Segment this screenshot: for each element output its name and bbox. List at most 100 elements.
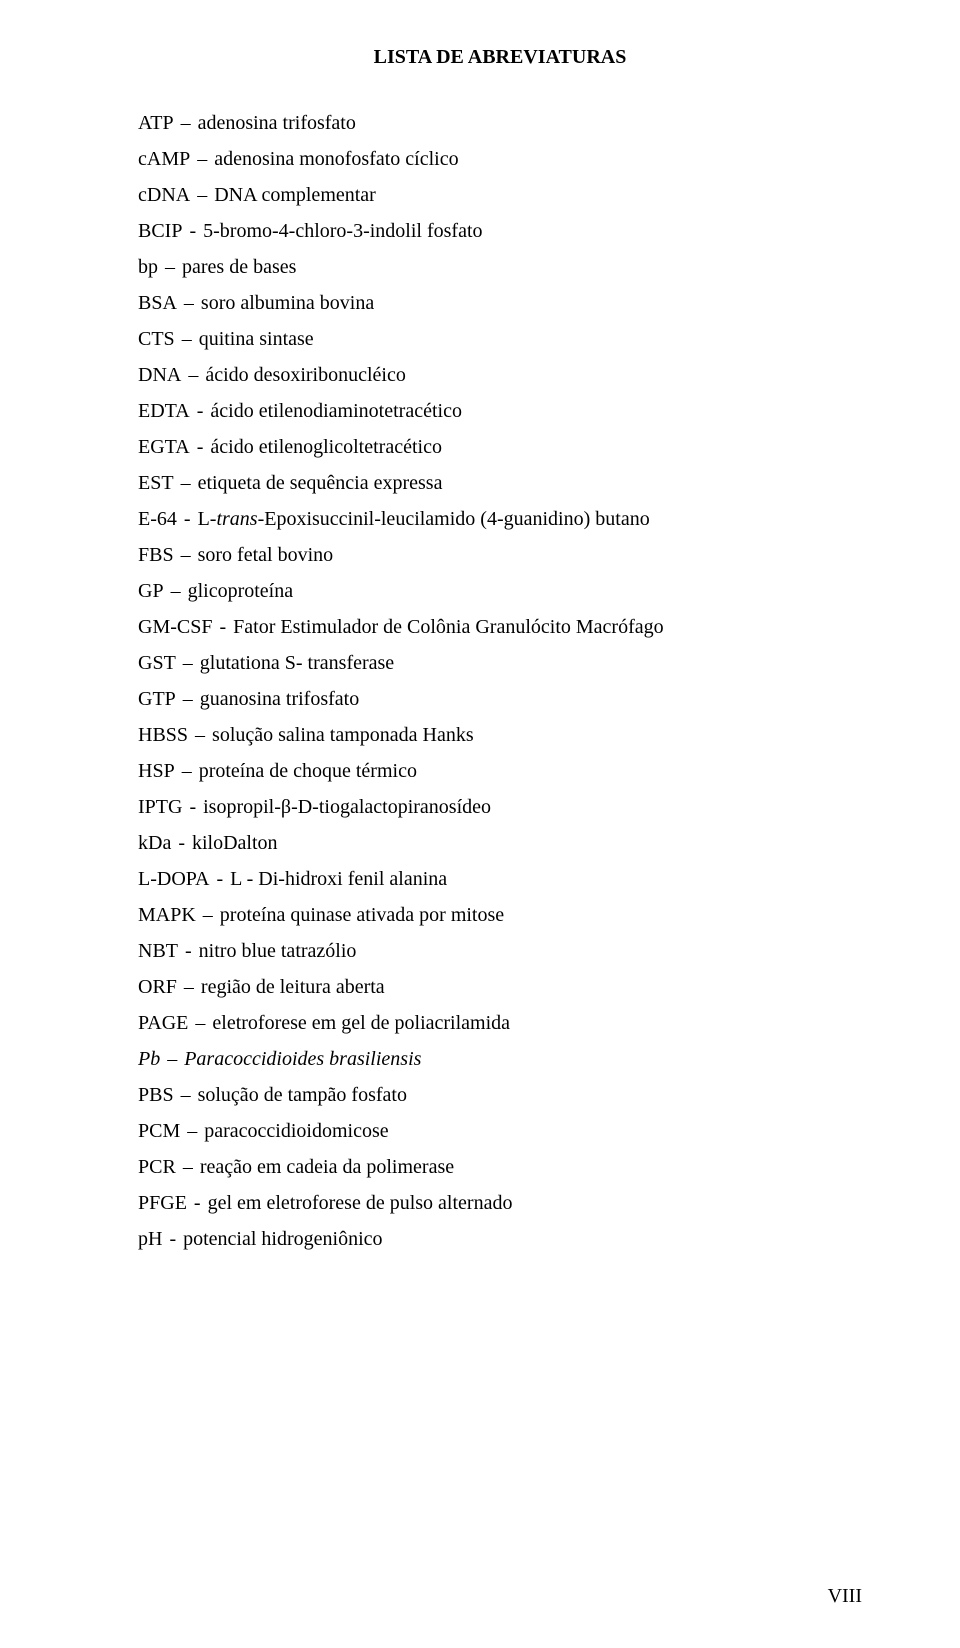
abbrev-definition: adenosina trifosfato bbox=[198, 112, 356, 134]
abbrev-definition: Paracoccidioides brasiliensis bbox=[184, 1048, 421, 1070]
abbrev-definition: Fator Estimulador de Colônia Granulócito… bbox=[233, 616, 663, 638]
abbrev-term: bp bbox=[138, 256, 158, 278]
abbrev-term: CTS bbox=[138, 328, 175, 350]
abbrev-entry: MAPK – proteína quinase ativada por mito… bbox=[138, 903, 862, 927]
abbrev-term: HSP bbox=[138, 760, 175, 782]
abbrev-definition: soro fetal bovino bbox=[198, 544, 334, 566]
abbrev-separator: - bbox=[182, 220, 203, 242]
abbrev-entry: L-DOPA - L - Di-hidroxi fenil alanina bbox=[138, 867, 862, 891]
abbrev-entry: bp – pares de bases bbox=[138, 255, 862, 279]
abbrev-entry: HBSS – solução salina tamponada Hanks bbox=[138, 723, 862, 747]
abbrev-term: ATP bbox=[138, 112, 174, 134]
abbrev-separator: – bbox=[188, 724, 212, 746]
abbrev-term: GP bbox=[138, 580, 164, 602]
abbrev-entry: PCM – paracoccidioidomicose bbox=[138, 1119, 862, 1143]
abbrev-definition: guanosina trifosfato bbox=[200, 688, 359, 710]
abbrev-separator: - bbox=[210, 868, 231, 890]
abbrev-term: DNA bbox=[138, 364, 181, 386]
abbrev-separator: – bbox=[174, 112, 198, 134]
abbrev-separator: – bbox=[176, 1156, 200, 1178]
abbrev-term: EST bbox=[138, 472, 174, 494]
abbrev-entry: CTS – quitina sintase bbox=[138, 327, 862, 351]
abbrev-term: PCR bbox=[138, 1156, 176, 1178]
abbrev-entry: IPTG - isopropil-β-D-tiogalactopiranosíd… bbox=[138, 795, 862, 819]
abbrev-term: NBT bbox=[138, 940, 178, 962]
abbrev-separator: – bbox=[174, 1084, 198, 1106]
abbrev-separator: – bbox=[177, 292, 201, 314]
abbrev-definition: etiqueta de sequência expressa bbox=[198, 472, 443, 494]
abbrev-definition: ácido etilenoglicoltetracético bbox=[210, 436, 442, 458]
abbrev-definition: DNA complementar bbox=[214, 184, 376, 206]
abbrev-term: pH bbox=[138, 1228, 162, 1250]
abbrev-separator: – bbox=[175, 328, 199, 350]
abbrev-definition: ácido desoxiribonucléico bbox=[205, 364, 406, 386]
abbrev-separator: – bbox=[176, 688, 200, 710]
abbrev-separator: – bbox=[158, 256, 182, 278]
abbrev-definition: nitro blue tatrazólio bbox=[199, 940, 357, 962]
abbrev-entry: E-64 - L-trans-Epoxisuccinil-leucilamido… bbox=[138, 507, 862, 531]
abbrev-term: cDNA bbox=[138, 184, 190, 206]
abbrev-definition: proteína de choque térmico bbox=[199, 760, 417, 782]
abbrev-definition: paracoccidioidomicose bbox=[204, 1120, 388, 1142]
abbrev-definition: kiloDalton bbox=[192, 832, 278, 854]
abbrev-definition: ácido etilenodiaminotetracético bbox=[210, 400, 462, 422]
abbrev-definition: glicoproteína bbox=[188, 580, 294, 602]
abbrev-entry: ATP – adenosina trifosfato bbox=[138, 111, 862, 135]
abbrev-term: FBS bbox=[138, 544, 174, 566]
abbrev-entry: cDNA – DNA complementar bbox=[138, 183, 862, 207]
abbrev-entry: GM-CSF - Fator Estimulador de Colônia Gr… bbox=[138, 615, 862, 639]
abbrev-term: GST bbox=[138, 652, 176, 674]
abbrev-term: GM-CSF bbox=[138, 616, 212, 638]
abbrev-entry: kDa - kiloDalton bbox=[138, 831, 862, 855]
abbrev-entry: EGTA - ácido etilenoglicoltetracético bbox=[138, 435, 862, 459]
abbrev-separator: – bbox=[180, 1120, 204, 1142]
abbreviations-list: ATP – adenosina trifosfato cAMP – adenosi… bbox=[138, 111, 862, 1251]
abbrev-term: BSA bbox=[138, 292, 177, 314]
abbrev-entry: PBS – solução de tampão fosfato bbox=[138, 1083, 862, 1107]
abbrev-entry: BCIP - 5-bromo-4-chloro-3-indolil fosfat… bbox=[138, 219, 862, 243]
abbrev-term: HBSS bbox=[138, 724, 188, 746]
abbrev-definition: solução salina tamponada Hanks bbox=[212, 724, 474, 746]
abbrev-separator: – bbox=[190, 148, 214, 170]
abbrev-term: EGTA bbox=[138, 436, 190, 458]
abbrev-separator: – bbox=[174, 472, 198, 494]
abbrev-separator: - bbox=[177, 508, 198, 530]
abbrev-definition: adenosina monofosfato cíclico bbox=[214, 148, 458, 170]
abbrev-term: GTP bbox=[138, 688, 176, 710]
abbrev-separator: – bbox=[188, 1012, 212, 1034]
abbrev-entry: BSA – soro albumina bovina bbox=[138, 291, 862, 315]
abbrev-definition: isopropil-β-D-tiogalactopiranosídeo bbox=[203, 796, 491, 818]
abbrev-entry: Pb – Paracoccidioides brasiliensis bbox=[138, 1047, 862, 1071]
abbrev-separator: – bbox=[175, 760, 199, 782]
abbrev-separator: - bbox=[162, 1228, 183, 1250]
abbrev-term: PBS bbox=[138, 1084, 174, 1106]
abbrev-definition: glutationa S- transferase bbox=[200, 652, 394, 674]
abbrev-definition: L-trans-Epoxisuccinil-leucilamido (4-gua… bbox=[198, 508, 650, 530]
abbrev-term: PFGE bbox=[138, 1192, 187, 1214]
abbrev-entry: DNA – ácido desoxiribonucléico bbox=[138, 363, 862, 387]
abbrev-entry: NBT - nitro blue tatrazólio bbox=[138, 939, 862, 963]
abbrev-entry: PFGE - gel em eletroforese de pulso alte… bbox=[138, 1191, 862, 1215]
abbrev-entry: PCR – reação em cadeia da polimerase bbox=[138, 1155, 862, 1179]
abbrev-entry: FBS – soro fetal bovino bbox=[138, 543, 862, 567]
abbrev-definition: quitina sintase bbox=[199, 328, 314, 350]
abbrev-definition: potencial hidrogeniônico bbox=[183, 1228, 382, 1250]
abbrev-term: PAGE bbox=[138, 1012, 188, 1034]
abbrev-term: cAMP bbox=[138, 148, 190, 170]
abbrev-definition: gel em eletroforese de pulso alternado bbox=[208, 1192, 513, 1214]
abbrev-entry: GP – glicoproteína bbox=[138, 579, 862, 603]
abbrev-separator: - bbox=[212, 616, 233, 638]
abbrev-separator: - bbox=[178, 940, 199, 962]
abbrev-entry: pH - potencial hidrogeniônico bbox=[138, 1227, 862, 1251]
abbrev-entry: GTP – guanosina trifosfato bbox=[138, 687, 862, 711]
document-page: LISTA DE ABREVIATURAS ATP – adenosina tr… bbox=[0, 0, 960, 1648]
abbrev-term: PCM bbox=[138, 1120, 180, 1142]
abbrev-term: ORF bbox=[138, 976, 177, 998]
abbrev-entry: PAGE – eletroforese em gel de poliacrila… bbox=[138, 1011, 862, 1035]
abbrev-term: MAPK bbox=[138, 904, 196, 926]
abbrev-separator: – bbox=[160, 1048, 184, 1070]
abbrev-separator: - bbox=[171, 832, 192, 854]
abbrev-term: kDa bbox=[138, 832, 171, 854]
abbrev-definition: proteína quinase ativada por mitose bbox=[220, 904, 504, 926]
abbrev-separator: - bbox=[187, 1192, 208, 1214]
